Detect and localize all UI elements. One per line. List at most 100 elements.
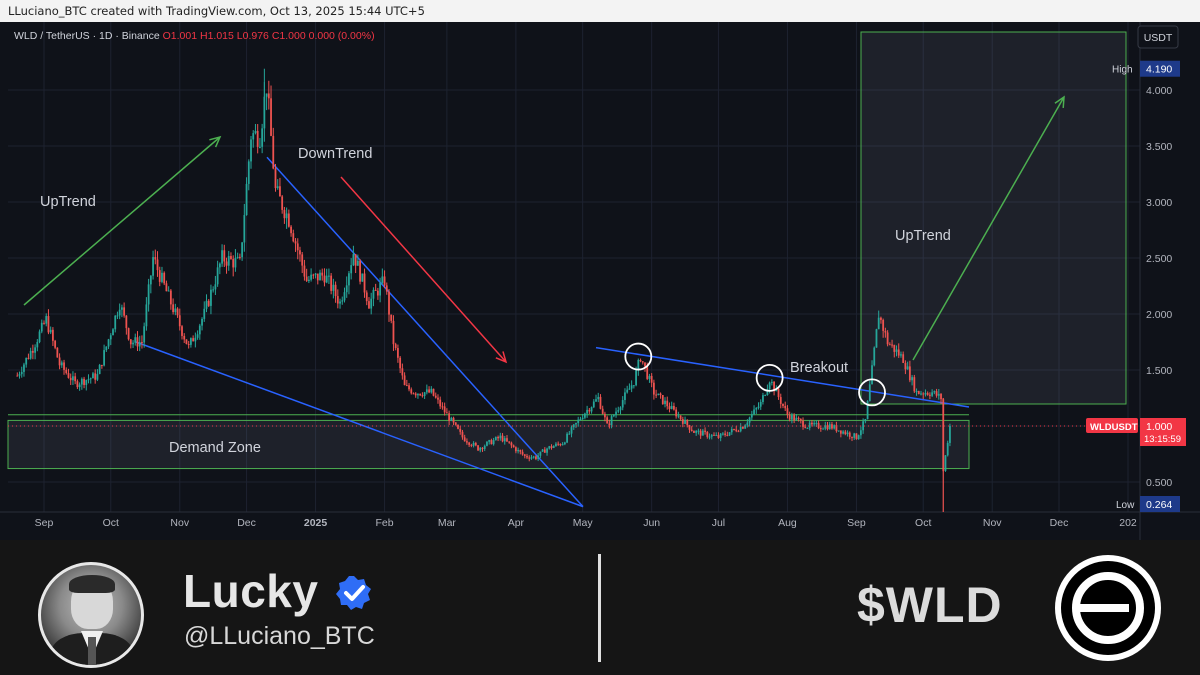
currency-button <box>1137 25 1179 49</box>
candle-body <box>107 339 110 347</box>
symbol-tag-text: WLDUSDT <box>1090 422 1138 433</box>
candle-body <box>762 395 764 402</box>
high-label: High <box>1112 65 1133 76</box>
candle-body <box>652 382 655 395</box>
candle-body <box>891 344 893 346</box>
candle-body <box>684 419 686 424</box>
candle-body <box>661 395 664 405</box>
candle-body <box>134 337 137 343</box>
candle-body <box>848 432 851 437</box>
candle-body <box>328 275 330 277</box>
candle-body <box>203 308 206 319</box>
low-label: Low <box>1116 500 1135 511</box>
candle-body <box>510 442 513 446</box>
avatar <box>38 562 144 668</box>
candle-body <box>523 454 526 456</box>
candle-body <box>937 393 940 396</box>
candle-body <box>401 368 404 376</box>
candle-body <box>793 415 796 421</box>
candle-body <box>906 366 909 370</box>
candle-body <box>501 435 504 442</box>
current-price-value: 1.000 <box>1146 421 1172 433</box>
candle-body <box>828 424 831 430</box>
candle-body <box>279 186 281 197</box>
candle-body <box>690 429 693 432</box>
candle-body <box>27 357 30 359</box>
candle-body <box>314 273 317 275</box>
candles <box>16 80 951 472</box>
candle-body <box>708 436 711 438</box>
candle-body <box>897 349 900 356</box>
candle-body <box>799 418 802 421</box>
candle-body <box>908 366 911 381</box>
candle-body <box>425 389 428 393</box>
y-tick-label: 1.500 <box>1146 365 1172 377</box>
candle-body <box>169 290 172 305</box>
candle-body <box>67 373 70 378</box>
candle-body <box>855 433 858 440</box>
candle-body <box>592 401 595 408</box>
candle-body <box>604 413 606 418</box>
candle-body <box>946 442 949 456</box>
candle-body <box>443 406 446 413</box>
y-tick-label: 0.500 <box>1146 477 1172 489</box>
candle-body <box>597 396 600 400</box>
candle-body <box>276 186 279 189</box>
candle-body <box>541 449 544 452</box>
candle-body <box>839 430 842 434</box>
candle-body <box>141 342 143 344</box>
author-banner: Lucky @LLuciano_BTC $WLD <box>0 540 1200 675</box>
worldcoin-logo-icon <box>1055 555 1161 661</box>
candle-body <box>664 400 666 405</box>
candle-body <box>92 373 94 379</box>
candle-body <box>766 389 769 396</box>
candle-body <box>363 273 366 293</box>
x-tick-label: 2025 <box>304 517 328 529</box>
candle-body <box>394 344 397 349</box>
candle-body <box>376 290 379 296</box>
candle-body <box>105 346 108 351</box>
candle-body <box>412 393 415 395</box>
candle-body <box>670 405 673 409</box>
candle-body <box>677 415 680 417</box>
candle-body <box>129 339 132 345</box>
candle-body <box>474 442 477 446</box>
candle-body <box>392 320 395 345</box>
candle-body <box>641 361 644 363</box>
candle-body <box>644 362 646 367</box>
candle-body <box>755 408 758 410</box>
candle-body <box>245 183 248 216</box>
annotation-downtrend: DownTrend <box>298 146 372 162</box>
candle-body <box>194 337 197 342</box>
candle-body <box>18 374 21 376</box>
candle-body <box>639 359 642 362</box>
candle-body <box>123 307 126 316</box>
candle-body <box>405 385 408 387</box>
chart-canvas[interactable]: WLD / TetherUS · 1D · Binance O1.001 H1.… <box>0 22 1200 540</box>
candle-body <box>882 319 885 331</box>
candle-body <box>463 437 466 442</box>
candle-body <box>632 385 635 387</box>
candle-body <box>846 432 849 435</box>
candle-body <box>530 457 533 459</box>
candle-body <box>624 392 626 401</box>
candle-body <box>777 388 780 398</box>
falling-wedge-lower <box>135 341 584 508</box>
candle-body <box>913 377 916 392</box>
symbol-info: WLD / TetherUS · 1D · Binance O1.001 H1.… <box>14 30 375 42</box>
candle-body <box>210 289 212 306</box>
candle-body <box>595 399 597 402</box>
candle-body <box>559 444 562 446</box>
candle-body <box>514 447 517 452</box>
candle-body <box>147 284 150 305</box>
candle-body <box>52 329 54 341</box>
candle-body <box>348 273 350 286</box>
candle-body <box>221 250 223 264</box>
candle-body <box>532 456 535 458</box>
candle-body <box>296 243 299 251</box>
high-tag <box>1140 60 1180 77</box>
price-chart[interactable]: WLD / TetherUS · 1D · Binance O1.001 H1.… <box>0 22 1200 540</box>
candle-body <box>928 394 931 396</box>
candle-body <box>813 423 816 425</box>
candle-body <box>864 419 867 422</box>
